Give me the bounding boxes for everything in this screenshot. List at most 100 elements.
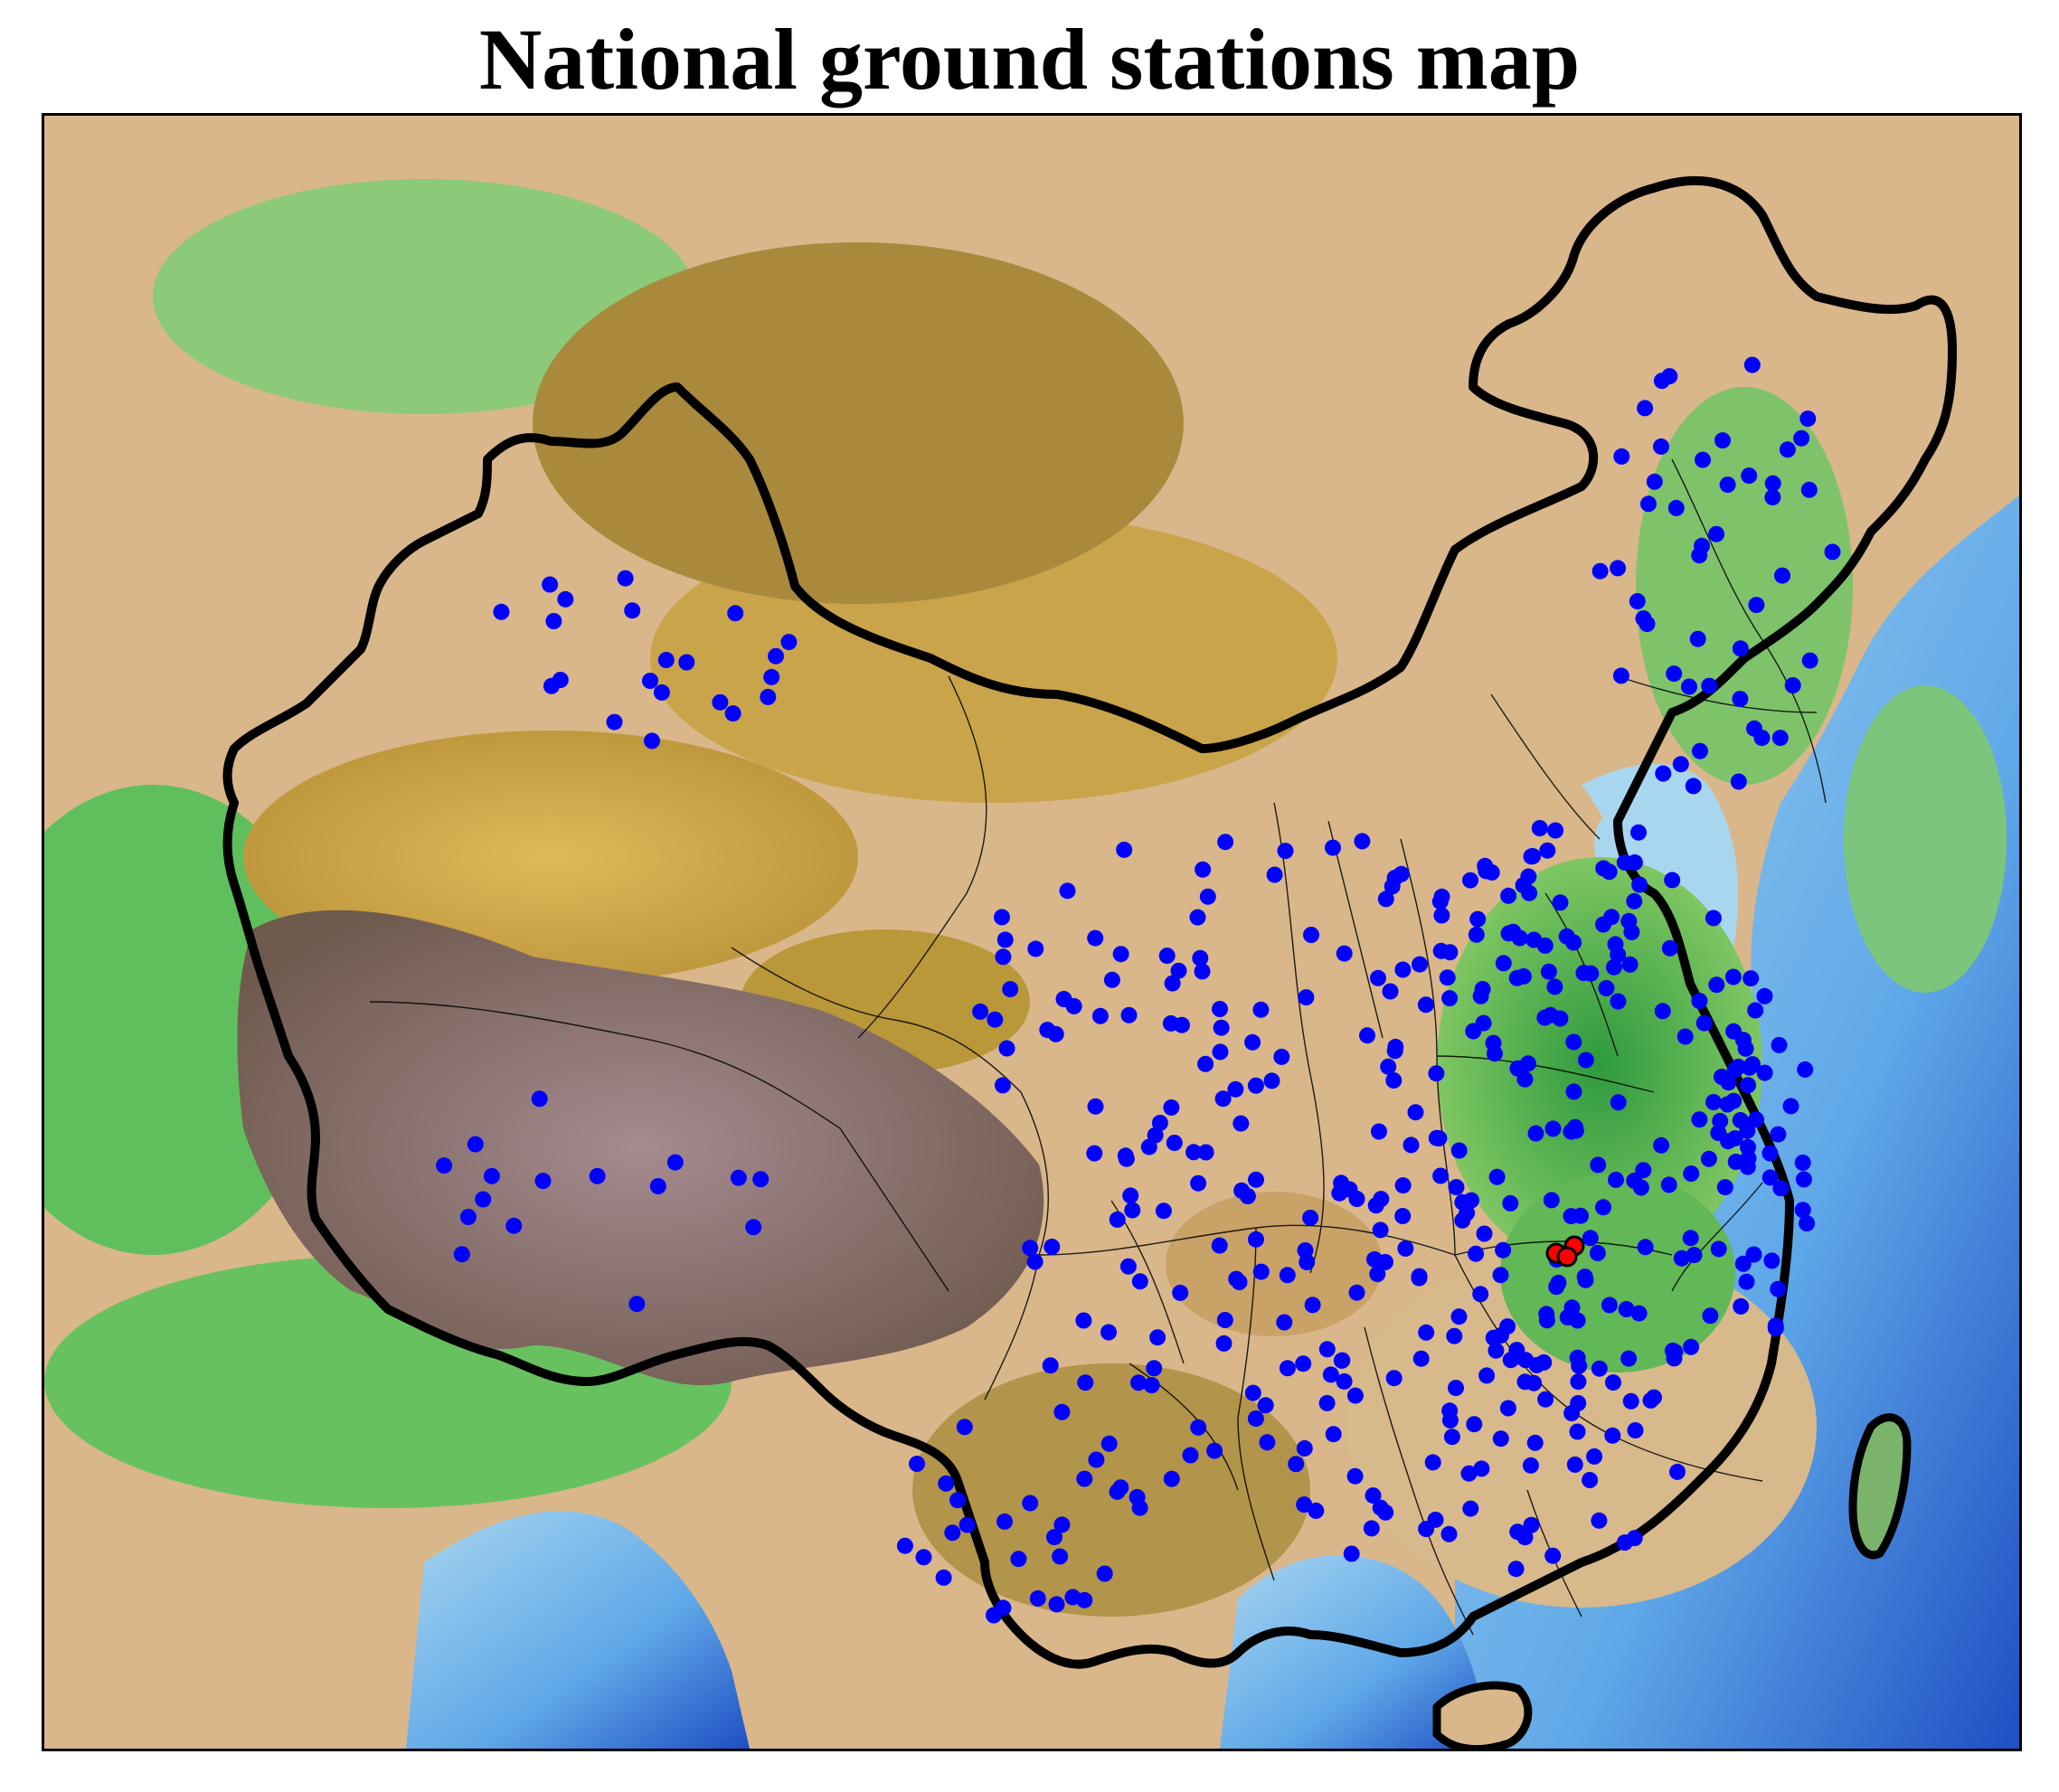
station-marker xyxy=(1417,996,1434,1014)
station-marker xyxy=(1570,1373,1587,1391)
station-marker xyxy=(1748,1111,1764,1128)
station-marker xyxy=(760,688,777,705)
station-marker xyxy=(1801,652,1818,669)
station-marker xyxy=(1044,1239,1061,1255)
station-marker xyxy=(1616,854,1633,871)
station-marker xyxy=(1140,1138,1157,1155)
station-marker xyxy=(1488,1342,1505,1359)
highlight-markers xyxy=(1545,1235,1585,1268)
station-marker xyxy=(1185,1144,1203,1161)
station-marker xyxy=(1608,1171,1624,1188)
relief-map[interactable] xyxy=(44,116,2019,1749)
station-marker xyxy=(1448,1380,1464,1397)
station-marker xyxy=(1473,1460,1490,1477)
station-marker xyxy=(763,668,780,685)
station-marker xyxy=(1536,1009,1554,1026)
station-marker xyxy=(1027,940,1044,957)
station-marker xyxy=(1462,872,1478,889)
station-marker xyxy=(1259,1434,1276,1451)
station-marker xyxy=(1214,1090,1232,1108)
station-marker xyxy=(1567,1118,1583,1136)
station-marker xyxy=(1369,1266,1386,1283)
station-marker xyxy=(724,705,741,722)
station-marker xyxy=(1613,448,1630,465)
station-marker xyxy=(1621,956,1639,973)
station-marker xyxy=(1199,888,1216,905)
station-marker xyxy=(1716,1179,1733,1196)
station-marker xyxy=(1247,1410,1264,1427)
station-marker xyxy=(1206,1442,1223,1459)
station-marker xyxy=(1774,567,1790,584)
station-marker xyxy=(1493,1326,1509,1344)
station-marker xyxy=(1629,593,1646,609)
station-marker xyxy=(1468,926,1485,943)
station-marker xyxy=(1610,1094,1627,1111)
station-marker xyxy=(1772,1180,1790,1197)
station-marker xyxy=(1288,1456,1305,1473)
station-marker xyxy=(1308,1502,1325,1519)
station-marker xyxy=(1502,1194,1519,1212)
station-marker xyxy=(1741,467,1758,485)
station-marker xyxy=(1233,1115,1250,1132)
station-marker xyxy=(1474,981,1491,997)
station-marker xyxy=(1197,1055,1214,1072)
station-marker xyxy=(1669,1463,1686,1480)
station-marker xyxy=(1607,936,1624,953)
station-marker xyxy=(1088,1451,1105,1468)
station-marker xyxy=(938,1475,955,1492)
station-marker xyxy=(436,1157,453,1174)
mongolian-plateau xyxy=(533,242,1184,604)
station-marker xyxy=(1371,1123,1387,1140)
station-marker xyxy=(1394,1208,1412,1224)
station-marker xyxy=(1418,1521,1435,1538)
station-marker xyxy=(1252,1263,1270,1280)
station-marker xyxy=(1507,1561,1525,1578)
station-marker xyxy=(1172,1284,1189,1301)
station-marker xyxy=(1377,891,1394,908)
station-marker xyxy=(1411,1269,1428,1287)
station-marker xyxy=(1441,990,1459,1007)
station-marker xyxy=(1515,967,1532,985)
station-marker xyxy=(1244,1384,1261,1401)
station-marker xyxy=(1432,942,1450,959)
station-marker xyxy=(712,693,729,711)
station-marker xyxy=(1029,1589,1046,1607)
station-marker xyxy=(1598,980,1615,996)
station-marker xyxy=(1322,1366,1339,1383)
station-marker xyxy=(1441,1402,1459,1419)
station-marker xyxy=(1463,1192,1479,1209)
station-marker xyxy=(1325,1426,1342,1443)
station-marker xyxy=(1385,1370,1403,1387)
station-marker xyxy=(1531,820,1548,836)
station-marker xyxy=(1702,1307,1719,1325)
station-marker xyxy=(1756,1064,1773,1081)
station-marker xyxy=(1591,1360,1608,1377)
station-marker xyxy=(987,1011,1004,1028)
station-marker xyxy=(1521,884,1538,901)
station-marker xyxy=(956,1419,973,1436)
station-marker xyxy=(459,1209,477,1225)
station-marker xyxy=(1189,909,1206,926)
station-marker xyxy=(1022,1495,1039,1512)
station-marker xyxy=(1131,1499,1148,1516)
station-marker xyxy=(1630,824,1647,841)
station-marker xyxy=(1022,1240,1039,1257)
map-frame[interactable] xyxy=(42,113,2022,1751)
station-marker xyxy=(1582,1472,1599,1488)
station-marker xyxy=(1500,925,1517,942)
station-marker xyxy=(1077,1374,1094,1391)
station-marker xyxy=(1197,1144,1214,1161)
station-marker xyxy=(1087,929,1104,947)
station-marker xyxy=(1627,1422,1644,1438)
station-marker xyxy=(1795,1171,1812,1188)
station-marker xyxy=(1393,865,1410,882)
station-marker xyxy=(1570,1395,1587,1411)
station-marker xyxy=(531,1090,548,1108)
station-marker xyxy=(1170,962,1187,979)
station-marker xyxy=(1433,907,1450,924)
station-marker xyxy=(1604,1427,1621,1444)
station-marker xyxy=(1653,438,1669,455)
station-marker xyxy=(1103,971,1120,988)
station-marker xyxy=(1486,1045,1503,1062)
station-marker xyxy=(1346,1467,1364,1485)
